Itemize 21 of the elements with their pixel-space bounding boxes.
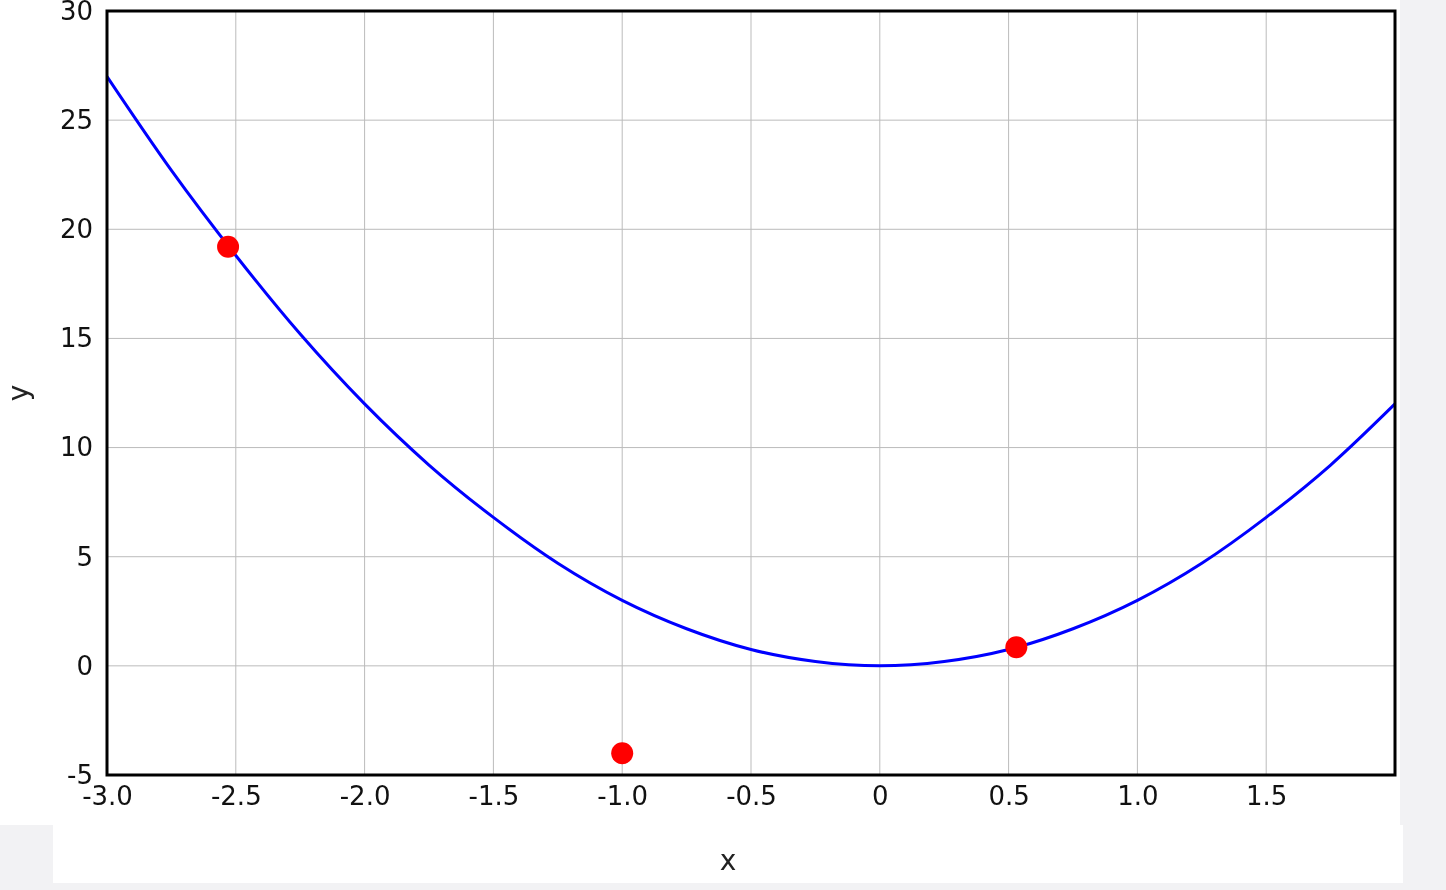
y-tick-label: 15 xyxy=(59,323,93,354)
x-tick-label: 0.5 xyxy=(988,781,1030,812)
y-axis-title: y xyxy=(2,384,35,402)
y-tick-label: 0 xyxy=(76,650,93,681)
x-tick-label: -2.0 xyxy=(339,781,391,812)
x-tick-label: 1.5 xyxy=(1246,781,1288,812)
x-tick-label: 1.0 xyxy=(1117,781,1159,812)
y-tick-label: 25 xyxy=(59,104,93,135)
x-tick-label: -0.5 xyxy=(726,781,777,812)
x-tick-label: -1.0 xyxy=(597,781,649,812)
point xyxy=(611,742,634,765)
point xyxy=(1005,636,1028,659)
y-tick-label: 5 xyxy=(76,541,93,572)
y-tick-label: 10 xyxy=(59,432,93,463)
y-tick-label: 30 xyxy=(59,0,93,26)
x-axis-title: x xyxy=(719,844,737,877)
y-tick-label: 20 xyxy=(59,214,93,245)
x-tick-label: 0 xyxy=(872,781,889,812)
x-tick-label: -2.5 xyxy=(210,781,262,812)
x-tick-label: -1.5 xyxy=(468,781,520,812)
point xyxy=(217,235,240,258)
